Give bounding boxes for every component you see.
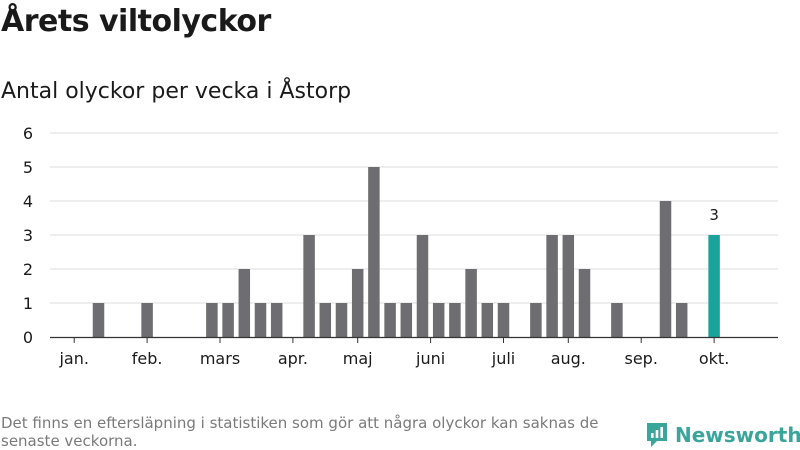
x-tick-label: sep. (624, 349, 657, 368)
bar (659, 201, 672, 337)
bar (351, 269, 364, 337)
bar (481, 303, 494, 337)
bar (222, 303, 234, 337)
bar (546, 235, 558, 337)
bar (530, 303, 542, 337)
bar-value-label: 3 (709, 206, 719, 224)
bar-chart: 0 1 2 3 4 5 6 3 jan. feb. mars apr. maj juni juli aug… (23, 124, 778, 368)
brand: Newsworthy (645, 420, 800, 450)
x-tick-label: juni (415, 349, 445, 368)
footnote: Det finns en eftersläpning i statistiken… (1, 414, 599, 450)
bar (368, 167, 380, 337)
bar (206, 303, 218, 337)
brand-name: Newsworthy (675, 423, 800, 447)
bar (416, 235, 429, 337)
bar (562, 235, 575, 337)
bar (384, 303, 396, 337)
newsworthy-logo-icon (647, 423, 667, 447)
chart-title: Årets viltolyckor (1, 4, 271, 39)
bar (141, 303, 153, 337)
chart-subtitle: Antal olyckor per vecka i Åstorp (1, 79, 352, 104)
bar (303, 235, 315, 337)
y-tick-label: 1 (23, 294, 33, 313)
bar (432, 303, 445, 337)
bar (319, 303, 332, 337)
y-tick-label: 5 (23, 158, 33, 177)
y-tick-label: 6 (23, 124, 33, 143)
x-tick-label: okt. (699, 349, 729, 368)
y-tick-label: 4 (23, 192, 33, 211)
x-tick-label: maj (343, 349, 373, 368)
x-tick-label: aug. (551, 349, 586, 368)
x-tick-label: feb. (132, 349, 163, 368)
y-tick-label: 3 (23, 226, 33, 245)
bar (92, 303, 105, 337)
y-tick-label: 0 (23, 328, 33, 347)
bar (675, 303, 688, 337)
bar (578, 269, 591, 337)
bar (238, 269, 251, 337)
bar-highlight (708, 235, 720, 337)
x-tick-label: apr. (278, 349, 308, 368)
y-axis-ticks: 0 1 2 3 4 5 6 (23, 124, 33, 347)
bar (254, 303, 267, 337)
grid-lines (50, 132, 778, 304)
bar (335, 303, 348, 337)
x-axis-ticks: jan. feb. mars apr. maj juni juli aug. sep. okt. (58, 337, 729, 368)
x-tick-label: juli (491, 349, 515, 368)
bars: 3 (92, 167, 720, 337)
bar (497, 303, 510, 337)
bar (465, 269, 477, 337)
bar (270, 303, 283, 337)
bar (449, 303, 461, 337)
y-tick-label: 2 (23, 260, 33, 279)
bar (400, 303, 413, 337)
x-tick-label: mars (200, 349, 240, 368)
x-tick-label: jan. (58, 349, 88, 368)
bar (611, 303, 623, 337)
